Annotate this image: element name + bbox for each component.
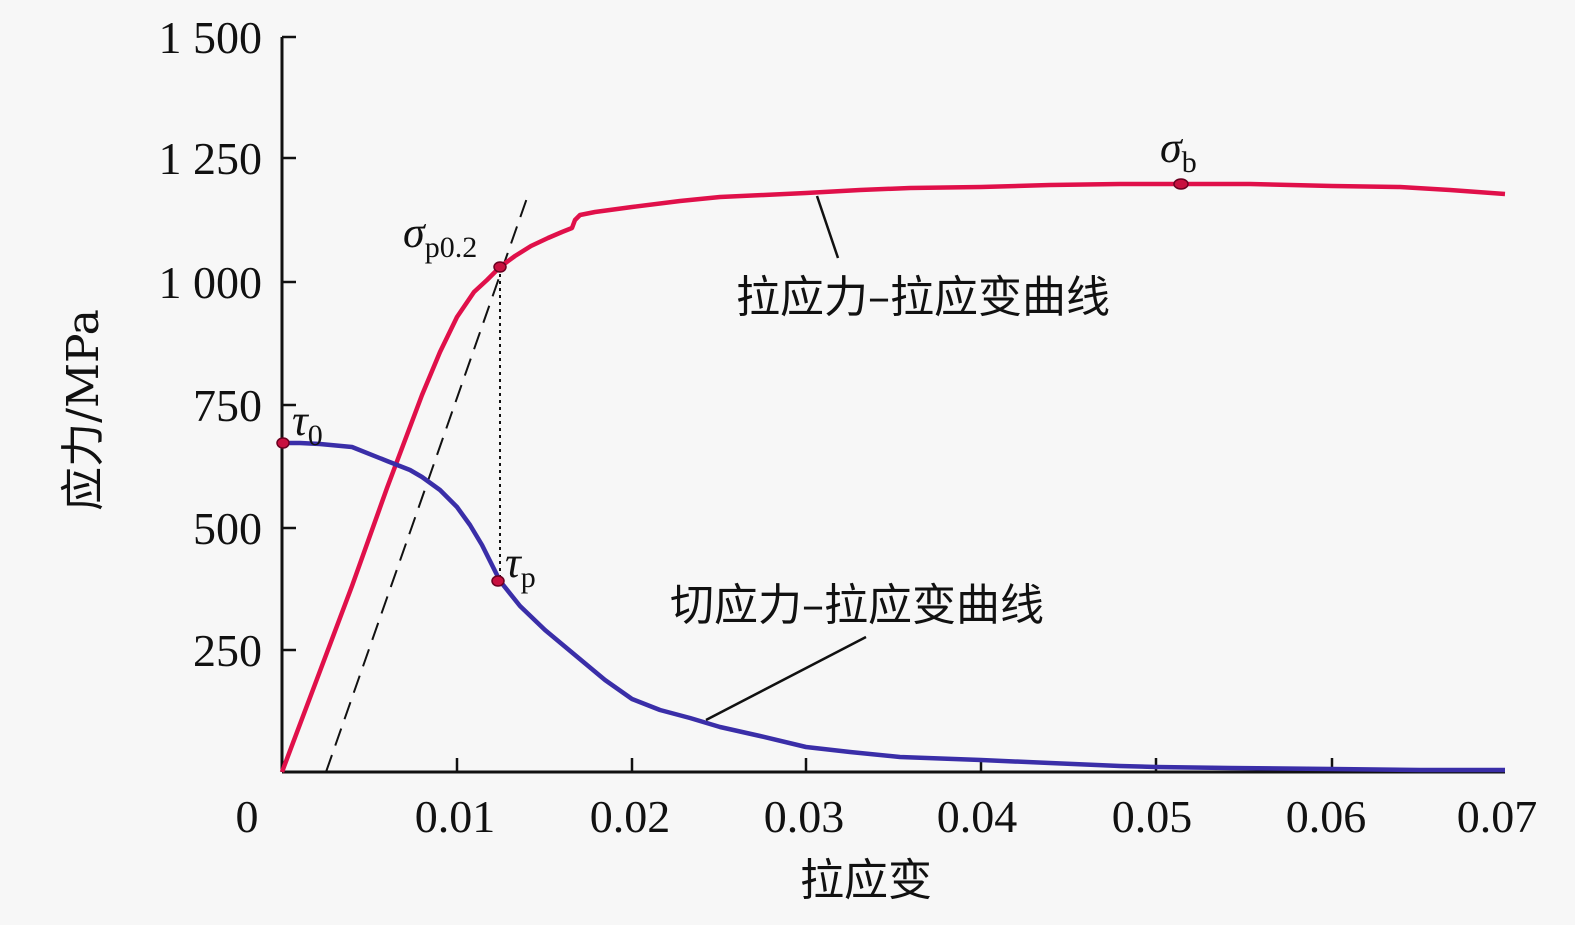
x-axis-title: 拉应变 bbox=[800, 855, 932, 906]
sigma-b-label: σb bbox=[1160, 123, 1197, 179]
tensile-leader-line bbox=[815, 195, 840, 259]
tensile-curve-label: 拉应力–拉应变曲线 bbox=[736, 272, 1110, 323]
sigma-b-marker bbox=[1173, 178, 1189, 190]
x-tick-label: 0.05 bbox=[1112, 791, 1193, 842]
y-axis-title: 应力/MPa bbox=[58, 309, 109, 511]
x-ticks bbox=[455, 758, 1334, 772]
x-tick-label: 0.06 bbox=[1286, 791, 1367, 842]
shear-leader-line bbox=[705, 635, 867, 722]
x-tick-label: 0.04 bbox=[937, 791, 1018, 842]
x-tick-label: 0.03 bbox=[764, 791, 845, 842]
offset-line bbox=[325, 197, 528, 773]
tau-p-marker bbox=[491, 575, 505, 587]
sigma-p02-marker bbox=[493, 261, 507, 273]
markers bbox=[276, 178, 1189, 587]
y-ticks bbox=[282, 35, 296, 652]
sigma-p02-label: σp0.2 bbox=[403, 208, 477, 264]
x-tick-label: 0.02 bbox=[590, 791, 671, 842]
x-tick-label: 0.07 bbox=[1457, 791, 1538, 842]
y-tick-label: 1 500 bbox=[159, 12, 263, 63]
y-tick-label: 1 250 bbox=[159, 133, 263, 184]
shear-stress-curve bbox=[282, 440, 1505, 773]
y-tick-labels: 1 500 1 250 1 000 750 500 250 bbox=[159, 12, 263, 676]
x-tick-labels: 0 0.01 0.02 0.03 0.04 0.05 0.06 0.07 bbox=[236, 791, 1538, 842]
tau-p-label: τp bbox=[505, 538, 536, 594]
tau0-marker bbox=[276, 437, 290, 449]
tau0-label: τ0 bbox=[292, 396, 323, 452]
y-tick-label: 1 000 bbox=[159, 257, 263, 308]
y-tick-label: 250 bbox=[193, 625, 262, 676]
x-tick-label: 0.01 bbox=[415, 791, 496, 842]
y-tick-label: 500 bbox=[193, 503, 262, 554]
y-tick-label: 750 bbox=[193, 380, 262, 431]
tensile-stress-curve bbox=[279, 181, 1506, 773]
x-tick-label: 0 bbox=[236, 791, 259, 842]
axes bbox=[280, 37, 1505, 774]
shear-curve-label: 切应力–拉应变曲线 bbox=[670, 580, 1044, 631]
